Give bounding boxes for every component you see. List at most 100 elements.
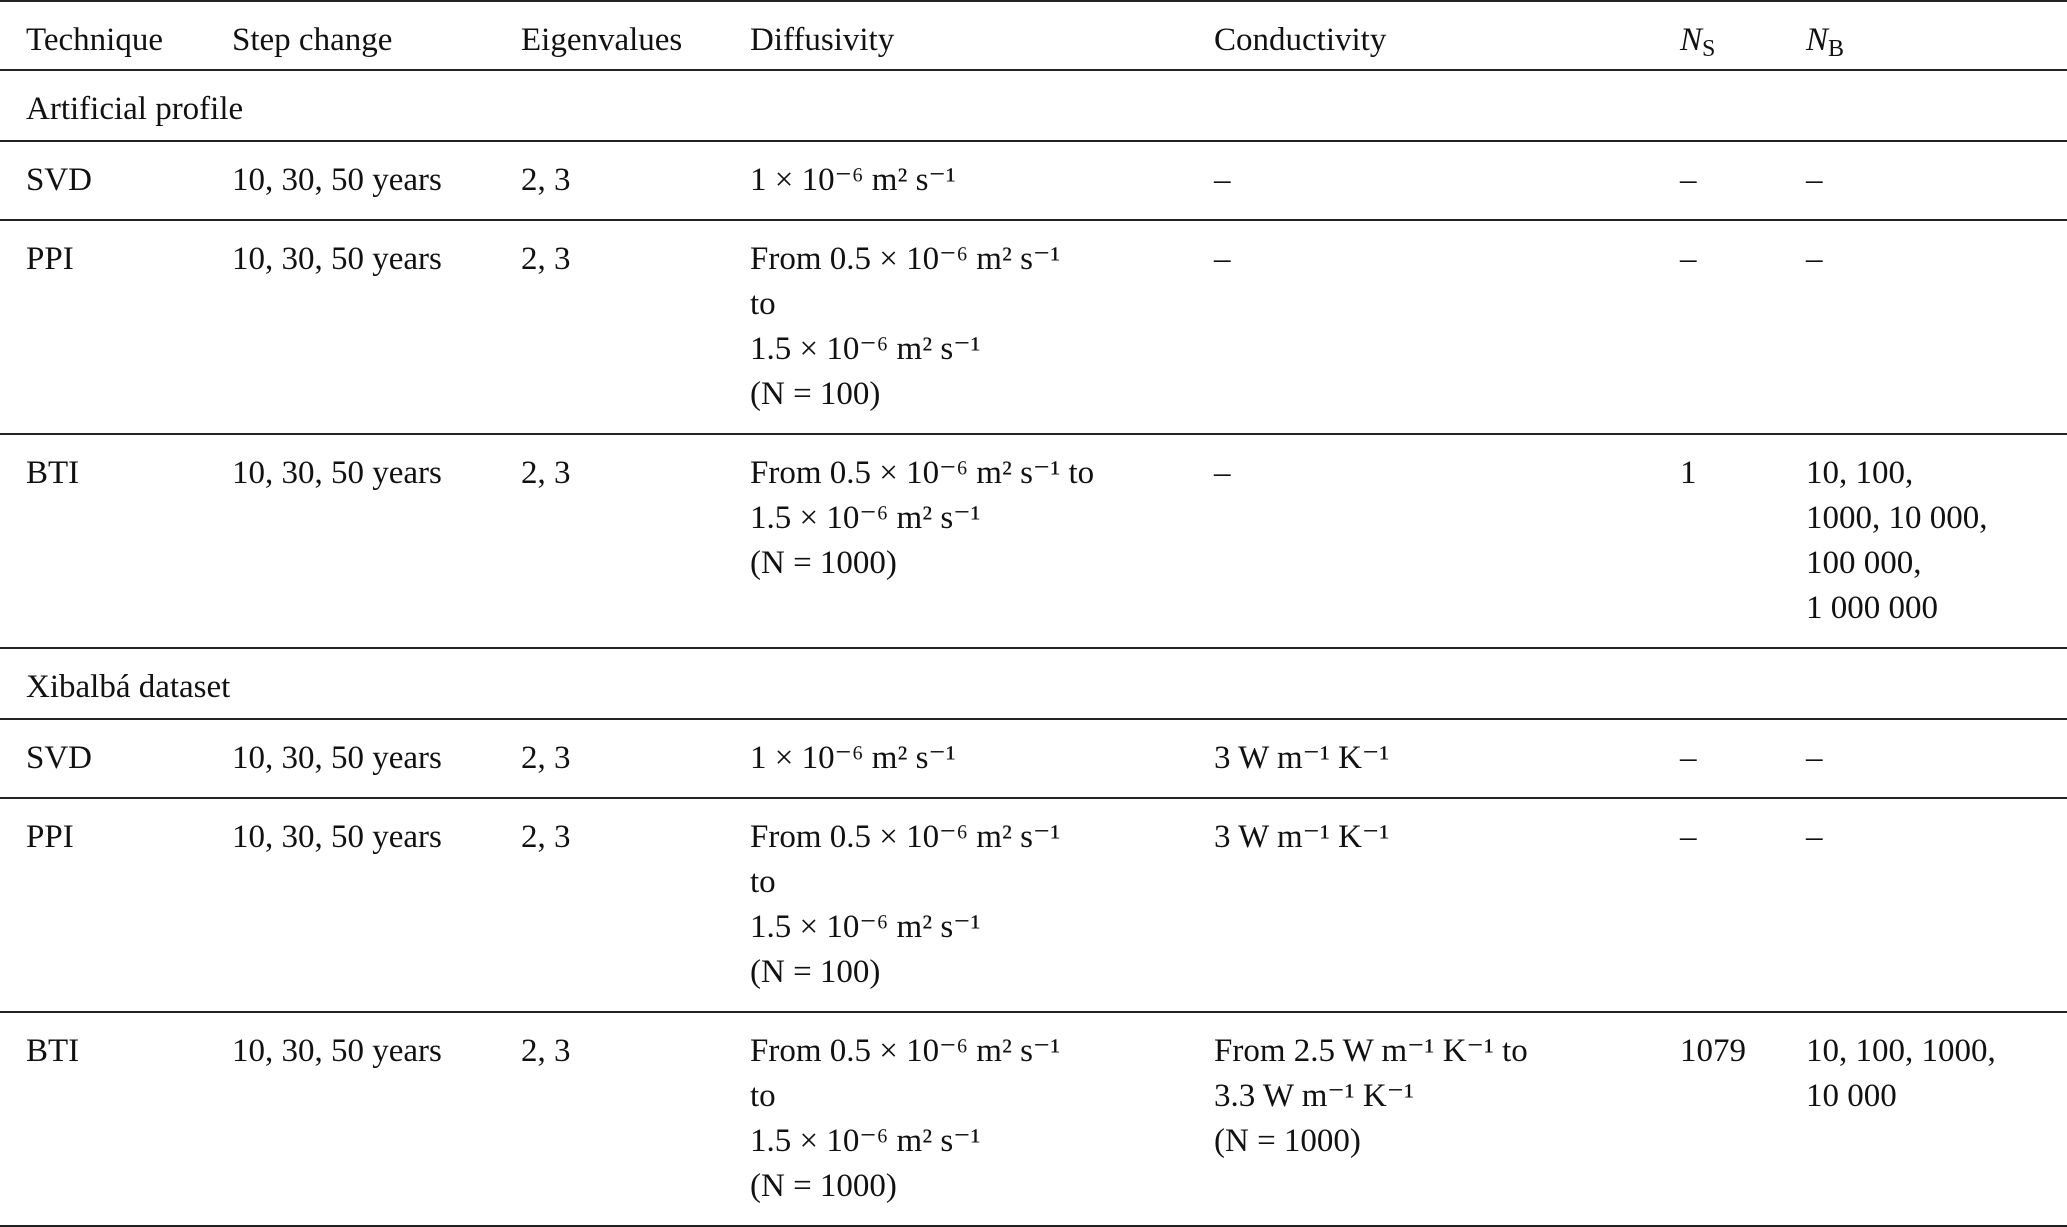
- cell-line: to: [750, 1078, 776, 1114]
- cell-line: 2, 3: [521, 241, 571, 277]
- cell-diffusivity: 1 × 10⁻⁶ m² s⁻¹: [750, 736, 956, 781]
- cell-ns: 1079: [1680, 1029, 1746, 1074]
- cell-line: –: [1806, 819, 1823, 855]
- cell-line: (N = 1000): [1214, 1123, 1361, 1159]
- cell-line: 10, 30, 50 years: [232, 162, 442, 198]
- table-row: SVD 10, 30, 50 years 2, 3 1 × 10⁻⁶ m² s⁻¹ 3 …: [0, 720, 2067, 799]
- cell-line: 1.5 × 10⁻⁶ m² s⁻¹: [750, 1123, 981, 1159]
- cell-line: 2, 3: [521, 740, 571, 776]
- cell-line: –: [1680, 162, 1697, 198]
- cell-line: 10, 30, 50 years: [232, 1033, 442, 1069]
- cell-diffusivity: From 0.5 × 10⁻⁶ m² s⁻¹ to 1.5 × 10⁻⁶ m² s⁻…: [750, 237, 1060, 417]
- cell-eigenvalues: 2, 3: [521, 158, 571, 203]
- cell-line: (N = 1000): [750, 545, 897, 581]
- cell-line: 1079: [1680, 1033, 1746, 1069]
- cell-line: to: [750, 286, 776, 322]
- cell-line: SVD: [26, 162, 93, 198]
- header-technique: Technique: [26, 22, 163, 58]
- cell-eigenvalues: 2, 3: [521, 736, 571, 781]
- header-ns: NS: [1680, 18, 1715, 63]
- cell-technique: PPI: [26, 815, 74, 860]
- cell-line: BTI: [26, 1033, 80, 1069]
- cell-ns: –: [1680, 815, 1697, 860]
- cell-line: –: [1214, 455, 1231, 491]
- cell-line: 10, 30, 50 years: [232, 740, 442, 776]
- cell-conductivity: –: [1214, 237, 1231, 282]
- cell-technique: PPI: [26, 237, 74, 282]
- cell-line: –: [1680, 819, 1697, 855]
- header-row: Technique Step change Eigenvalues Diffus…: [0, 0, 2067, 71]
- cell-step-change: 10, 30, 50 years: [232, 1029, 442, 1074]
- cell-line: 10, 100, 1000,: [1806, 1033, 1996, 1069]
- cell-nb: 10, 100, 1000, 10 000, 100 000, 1 000 000: [1806, 451, 1988, 631]
- cell-line: 3.3 W m⁻¹ K⁻¹: [1214, 1078, 1415, 1114]
- table-row: BTI 10, 30, 50 years 2, 3 From 0.5 × 10⁻⁶ m…: [0, 435, 2067, 649]
- cell-line: From 0.5 × 10⁻⁶ m² s⁻¹: [750, 1033, 1061, 1069]
- header-nb: NB: [1806, 18, 1844, 63]
- header-nb-main: N: [1806, 22, 1829, 58]
- cell-step-change: 10, 30, 50 years: [232, 237, 442, 282]
- cell-ns: 1: [1680, 451, 1697, 496]
- cell-line: 2, 3: [521, 162, 571, 198]
- cell-line: 2, 3: [521, 819, 571, 855]
- cell-diffusivity: 1 × 10⁻⁶ m² s⁻¹: [750, 158, 956, 203]
- cell-line: From 0.5 × 10⁻⁶ m² s⁻¹: [750, 241, 1061, 277]
- header-conductivity: Conductivity: [1214, 22, 1387, 58]
- cell-line: 10 000: [1806, 1078, 1897, 1114]
- cell-line: –: [1680, 241, 1697, 277]
- table-row: BTI 10, 30, 50 years 2, 3 From 0.5 × 10⁻⁶ m…: [0, 1013, 2067, 1227]
- section-title: Xibalbá dataset: [26, 669, 231, 705]
- section-header-row: Artificial profile: [0, 71, 2067, 142]
- cell-line: –: [1806, 162, 1823, 198]
- cell-step-change: 10, 30, 50 years: [232, 451, 442, 496]
- cell-technique: SVD: [26, 736, 92, 781]
- cell-technique: SVD: [26, 158, 92, 203]
- cell-diffusivity: From 0.5 × 10⁻⁶ m² s⁻¹ to 1.5 × 10⁻⁶ m² s⁻…: [750, 815, 1060, 995]
- cell-line: From 0.5 × 10⁻⁶ m² s⁻¹ to: [750, 455, 1095, 491]
- table-row: SVD 10, 30, 50 years 2, 3 1 × 10⁻⁶ m² s⁻¹ – –…: [0, 142, 2067, 221]
- cell-ns: –: [1680, 158, 1697, 203]
- cell-nb: –: [1806, 815, 1823, 860]
- cell-line: SVD: [26, 740, 93, 776]
- cell-conductivity: 3 W m⁻¹ K⁻¹: [1214, 736, 1389, 781]
- cell-line: to: [750, 864, 776, 900]
- cell-conductivity: 3 W m⁻¹ K⁻¹: [1214, 815, 1389, 860]
- table-row: PPI 10, 30, 50 years 2, 3 From 0.5 × 10⁻⁶ m…: [0, 221, 2067, 435]
- cell-line: From 2.5 W m⁻¹ K⁻¹ to: [1214, 1033, 1528, 1069]
- cell-conductivity: From 2.5 W m⁻¹ K⁻¹ to 3.3 W m⁻¹ K⁻¹ (N = 1…: [1214, 1029, 1528, 1164]
- cell-line: 1 × 10⁻⁶ m² s⁻¹: [750, 740, 956, 776]
- cell-line: 1.5 × 10⁻⁶ m² s⁻¹: [750, 909, 981, 945]
- cell-nb: 10, 100, 1000, 10 000: [1806, 1029, 1996, 1119]
- cell-line: 1.5 × 10⁻⁶ m² s⁻¹: [750, 500, 981, 536]
- cell-eigenvalues: 2, 3: [521, 451, 571, 496]
- cell-line: PPI: [26, 819, 74, 855]
- cell-line: 1 × 10⁻⁶ m² s⁻¹: [750, 162, 956, 198]
- header-nb-sub: B: [1828, 36, 1845, 62]
- header-ns-main: N: [1680, 22, 1703, 58]
- section-header-row: Xibalbá dataset: [0, 649, 2067, 720]
- cell-eigenvalues: 2, 3: [521, 237, 571, 282]
- cell-step-change: 10, 30, 50 years: [232, 736, 442, 781]
- cell-line: 10, 30, 50 years: [232, 241, 442, 277]
- header-diffusivity: Diffusivity: [750, 22, 895, 58]
- cell-conductivity: –: [1214, 451, 1231, 496]
- cell-line: 10, 30, 50 years: [232, 819, 442, 855]
- cell-line: (N = 100): [750, 376, 881, 412]
- cell-line: –: [1806, 241, 1823, 277]
- cell-line: BTI: [26, 455, 80, 491]
- cell-line: 1 000 000: [1806, 590, 1938, 626]
- cell-technique: BTI: [26, 451, 79, 496]
- cell-nb: –: [1806, 736, 1823, 781]
- cell-line: 1: [1680, 455, 1697, 491]
- section-title: Artificial profile: [26, 91, 244, 127]
- cell-diffusivity: From 0.5 × 10⁻⁶ m² s⁻¹ to 1.5 × 10⁻⁶ m² s…: [750, 451, 1094, 586]
- cell-ns: –: [1680, 736, 1697, 781]
- cell-line: 10, 100,: [1806, 455, 1914, 491]
- cell-eigenvalues: 2, 3: [521, 815, 571, 860]
- cell-line: PPI: [26, 241, 74, 277]
- cell-line: (N = 1000): [750, 1168, 897, 1204]
- table-row: PPI 10, 30, 50 years 2, 3 From 0.5 × 10⁻⁶ m…: [0, 799, 2067, 1013]
- cell-step-change: 10, 30, 50 years: [232, 815, 442, 860]
- cell-line: From 0.5 × 10⁻⁶ m² s⁻¹: [750, 819, 1061, 855]
- cell-line: 100 000,: [1806, 545, 1922, 581]
